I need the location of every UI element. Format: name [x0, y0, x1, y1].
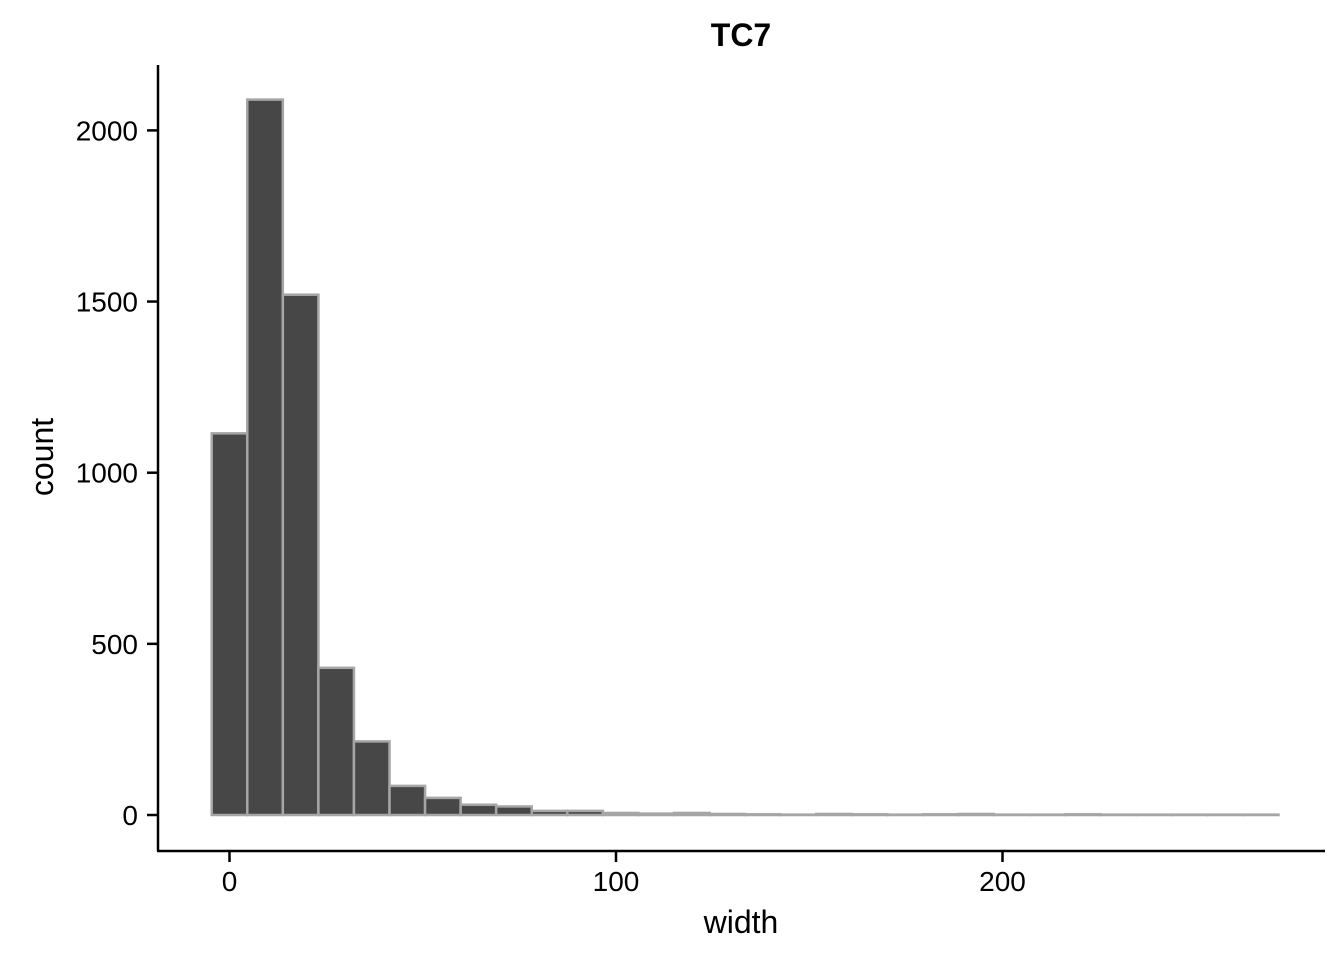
histogram-bar [566, 809, 605, 817]
y-tick-label: 2000 [76, 115, 138, 146]
y-tick-label: 1500 [76, 287, 138, 318]
histogram-bar [957, 812, 996, 817]
histogram-bar [672, 811, 711, 817]
y-ticks-group: 0 500 1000 1500 2000 [76, 115, 158, 831]
histogram-bar [921, 813, 960, 817]
x-tick-label: 0 [222, 866, 238, 897]
x-tick-label: 200 [979, 866, 1026, 897]
histogram-bar [530, 809, 569, 817]
y-tick-label: 0 [122, 800, 138, 831]
histogram-bar [494, 805, 533, 817]
x-axis-title: width [703, 904, 779, 940]
histogram-bar [708, 812, 747, 817]
histogram-bar [388, 784, 427, 817]
histogram-bar [637, 812, 676, 817]
histogram-bar [317, 666, 356, 817]
histogram-bar [743, 813, 782, 817]
chart-title: TC7 [711, 17, 771, 53]
x-ticks-group: 0 100 200 [222, 851, 1026, 897]
y-axis-title: count [24, 418, 60, 496]
histogram-bar [210, 432, 249, 817]
histogram-bar [281, 293, 320, 817]
histogram-bar [352, 740, 391, 817]
bars-group [210, 98, 1280, 817]
histogram-bar [459, 803, 498, 817]
y-tick-label: 1000 [76, 458, 138, 489]
histogram-bar [1063, 813, 1102, 817]
y-tick-label: 500 [91, 629, 138, 660]
histogram-bar [423, 796, 462, 817]
histogram-bar [814, 812, 854, 817]
x-tick-label: 100 [593, 866, 640, 897]
histogram-bar [850, 813, 889, 817]
histogram-bar [601, 811, 640, 817]
histogram-bar [246, 98, 285, 817]
